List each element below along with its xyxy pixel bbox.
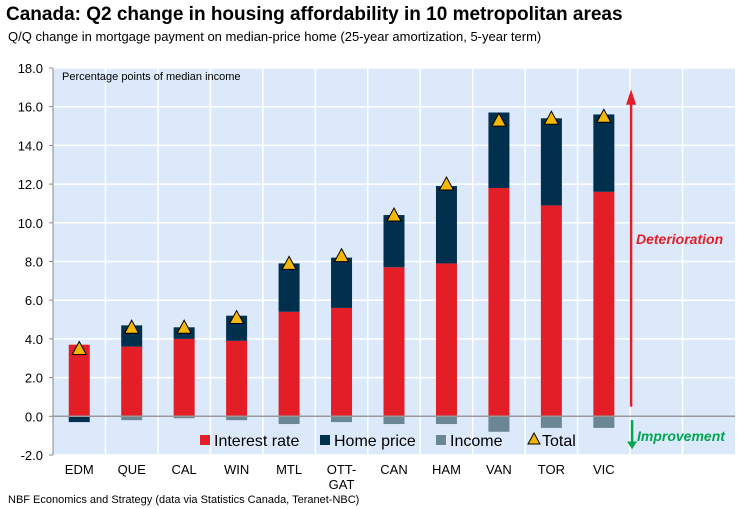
y-tick-label: 8.0	[25, 255, 43, 270]
y-tick-label: 18.0	[18, 61, 43, 76]
legend-swatch-interest-rate	[200, 435, 210, 445]
bar-home-price	[383, 215, 405, 268]
x-tick-label: WIN	[224, 462, 249, 477]
total-marker	[281, 255, 297, 270]
legend-label: Interest rate	[214, 433, 299, 450]
bar-interest-rate	[488, 187, 510, 417]
x-tick-label: EDM	[65, 462, 94, 477]
bar-income	[331, 416, 353, 423]
y-tick-label: 16.0	[18, 100, 43, 115]
bar-income	[488, 416, 510, 432]
y-tick-label: 0.0	[25, 409, 43, 424]
bar-income	[435, 416, 457, 425]
total-marker	[438, 175, 455, 191]
y-tick-label: 14.0	[18, 138, 43, 153]
total-marker	[123, 319, 140, 334]
x-tick-label: GAT	[329, 477, 355, 492]
bar-income	[173, 416, 195, 419]
bar-interest-rate	[540, 205, 562, 417]
x-tick-label: OTT-	[327, 462, 357, 477]
arrow-up-icon	[626, 89, 637, 105]
bar-home-price	[593, 114, 615, 192]
y-tick-label: 2.0	[25, 371, 43, 386]
bar-income	[121, 416, 143, 421]
legend-marker-total	[527, 431, 541, 445]
legend-label: Income	[450, 433, 503, 450]
legend-swatch-income	[436, 435, 446, 445]
legend-label: Home price	[334, 433, 416, 450]
bar-home-price	[488, 112, 510, 188]
total-marker	[386, 206, 402, 222]
y-tick-label: -2.0	[21, 448, 43, 463]
bar-income	[593, 416, 615, 428]
y-tick-label: 12.0	[18, 177, 43, 192]
x-tick-label: MTL	[276, 462, 302, 477]
total-marker	[71, 340, 88, 356]
chart-subtitle: Q/Q change in mortgage payment on median…	[8, 29, 542, 44]
bar-income	[278, 416, 300, 425]
total-marker	[491, 112, 507, 127]
bar-home-price	[331, 257, 353, 308]
bar-home-price	[68, 416, 90, 423]
bar-interest-rate	[278, 311, 300, 417]
bar-home-price	[435, 186, 457, 264]
improvement-label: Improvement	[637, 428, 726, 444]
bar-interest-rate	[383, 267, 405, 417]
chart-source: NBF Economics and Strategy (data via Sta…	[8, 494, 360, 506]
bar-income	[540, 416, 562, 428]
deterioration-label: Deterioration	[636, 231, 723, 247]
y-tick-label: 10.0	[18, 216, 43, 231]
total-marker	[596, 108, 612, 123]
bar-interest-rate	[68, 344, 90, 417]
bar-home-price	[540, 118, 562, 206]
x-tick-label: TOR	[538, 462, 565, 477]
bar-interest-rate	[226, 340, 248, 417]
total-marker	[333, 247, 350, 263]
bar-interest-rate	[435, 263, 457, 417]
y-axis-label: Percentage points of median income	[62, 71, 241, 83]
legend-label: Total	[542, 433, 576, 450]
x-tick-label: CAL	[172, 462, 197, 477]
bar-interest-rate	[331, 307, 353, 417]
bar-interest-rate	[173, 338, 195, 417]
bar-income	[226, 416, 248, 421]
y-tick-label: 6.0	[25, 293, 43, 308]
chart-title: Canada: Q2 change in housing affordabili…	[6, 4, 623, 25]
total-marker	[176, 319, 192, 334]
bar-interest-rate	[121, 346, 143, 417]
arrow-down-icon	[627, 441, 638, 450]
bar-income	[383, 416, 405, 425]
legend-swatch-home-price	[320, 435, 330, 445]
bar-home-price	[278, 263, 300, 312]
total-marker	[543, 110, 560, 125]
y-tick-label: 4.0	[25, 332, 43, 347]
x-tick-label: CAN	[380, 462, 407, 477]
x-tick-label: HAM	[432, 462, 461, 477]
total-marker	[228, 309, 245, 325]
x-tick-label: VAN	[486, 462, 512, 477]
x-tick-label: VIC	[593, 462, 615, 477]
bar-interest-rate	[593, 191, 615, 417]
x-tick-label: QUE	[118, 462, 147, 477]
